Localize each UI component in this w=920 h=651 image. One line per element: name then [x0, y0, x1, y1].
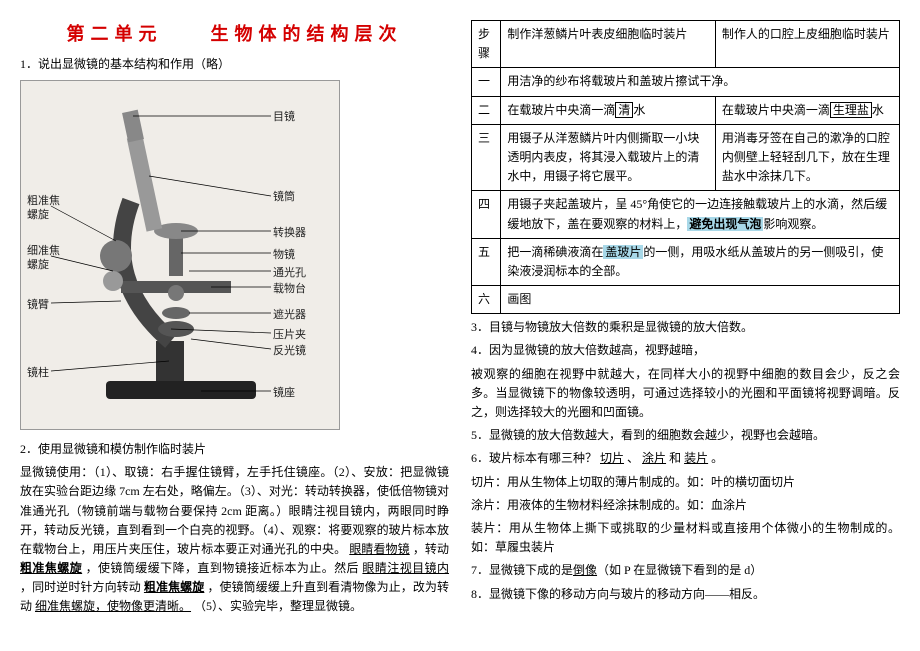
item6: 6．玻片标本有哪三种？ 切片 、 涂片 和 装片 。 — [471, 449, 900, 468]
th-oral: 制作人的口腔上皮细胞临时装片 — [715, 21, 899, 68]
item2-head: 2．使用显微镜和模仿制作临时装片 — [20, 440, 449, 459]
item1: 1．说出显微镜的基本结构和作用（略） — [20, 55, 449, 74]
step-num: 四 — [472, 191, 501, 238]
item2-body-3: ，同时逆时针方向转动 — [20, 580, 141, 594]
label-yapianjia: 压片夹 — [273, 327, 306, 345]
txt: 水 — [633, 103, 645, 117]
table-row: 四 用镊子夹起盖玻片，呈 45°角使它的一边连接触载玻片上的水滴，然后缓缓地放下… — [472, 191, 900, 238]
u-qiepian: 切片 — [600, 451, 624, 465]
step-num: 三 — [472, 124, 501, 191]
label-jingzuo: 镜座 — [273, 385, 295, 403]
item7: 7．显微镜下成的是倒像（如 P 在显微镜下看到的是 d） — [471, 561, 900, 580]
eye-look-objective: 眼睛看物镜 — [349, 542, 409, 556]
txt: 7．显微镜下成的是 — [471, 563, 573, 577]
item2-body: 显微镜使用：（1）、取镜：右手握住镜臂，左手托住镜座。（2）、安放：把显微镜放在… — [20, 463, 449, 617]
eye-look-eyepiece: 眼睛注视目镜内 — [362, 561, 449, 575]
u-tupian: 涂片 — [642, 451, 666, 465]
step-text: 用洁净的纱布将载玻片和盖玻片擦试干净。 — [501, 68, 900, 96]
table-row: 六 画图 — [472, 286, 900, 314]
step-text: 用消毒牙签在自己的漱净的口腔内侧壁上轻轻刮几下，放在生理盐水中涂抹几下。 — [715, 124, 899, 191]
item2-body-5: （5）、实验完毕，整理显微镜。 — [194, 599, 362, 613]
label-luoxuan2: 螺旋 — [27, 257, 49, 275]
txt: 水 — [872, 103, 884, 117]
item2-body-2: ，使镜筒缓缓下降，直到物镜接近标本为止。然后 — [86, 561, 359, 575]
u-daoxiang: 倒像 — [573, 563, 597, 577]
th-onion: 制作洋葱鳞片叶表皮细胞临时装片 — [501, 21, 715, 68]
table-row: 三 用镊子从洋葱鳞片叶内侧撕取一小块透明内表皮，将其浸入载玻片上的清水中，用镊子… — [472, 124, 900, 191]
steps-table: 步骤 制作洋葱鳞片叶表皮细胞临时装片 制作人的口腔上皮细胞临时装片 一 用洁净的… — [471, 20, 900, 314]
txt: 、 — [627, 451, 639, 465]
label-fanguangjing: 反光镜 — [273, 343, 306, 361]
table-row: 二 在载玻片中央滴一滴清水 在载玻片中央滴一滴生理盐水 — [472, 96, 900, 124]
microscope-diagram: 目镜 镜筒 转换器 物镜 通光孔 载物台 遮光器 压片夹 反光镜 镜座 粗准焦 … — [20, 80, 340, 430]
label-luoxuan1: 螺旋 — [27, 207, 49, 225]
box-qing: 清 — [615, 102, 633, 118]
item5: 5．显微镜的放大倍数越大，看到的细胞数会越少，视野也会越暗。 — [471, 426, 900, 445]
txt: 影响观察。 — [763, 217, 823, 231]
unit-title: 第二单元 生物体的结构层次 — [20, 20, 449, 49]
item6b: 切片：用从生物体上切取的薄片制成的。如：叶的横切面切片 — [471, 473, 900, 492]
step-text: 在载玻片中央滴一滴生理盐水 — [715, 96, 899, 124]
label-mujing: 目镜 — [273, 109, 295, 127]
table-row: 步骤 制作洋葱鳞片叶表皮细胞临时装片 制作人的口腔上皮细胞临时装片 — [472, 21, 900, 68]
step-num: 五 — [472, 238, 501, 285]
label-zaiwutai: 载物台 — [273, 281, 306, 299]
u-zhuangpian: 装片 — [684, 451, 708, 465]
txt: （如 P 在显微镜下看到的是 d） — [597, 563, 762, 577]
label-wujing: 物镜 — [273, 247, 295, 265]
item4a: 4．因为显微镜的放大倍数越高，视野越暗， — [471, 341, 900, 360]
txt: 把一滴稀碘液滴在 — [507, 245, 603, 259]
item3: 3．目镜与物镜放大倍数的乘积是显微镜的放大倍数。 — [471, 318, 900, 337]
step-num: 六 — [472, 286, 501, 314]
step-num: 二 — [472, 96, 501, 124]
th-step: 步骤 — [472, 21, 501, 68]
label-jingbi: 镜臂 — [27, 297, 49, 315]
item6c: 涂片：用液体的生物材料经涂抹制成的。如：血涂片 — [471, 496, 900, 515]
step-text: 在载玻片中央滴一滴清水 — [501, 96, 715, 124]
step-text: 画图 — [501, 286, 900, 314]
cu-luoxuan: 粗准焦螺旋 — [20, 561, 82, 575]
hl-qipao: 避免出现气泡 — [687, 217, 763, 231]
label-jingzhu: 镜柱 — [27, 365, 49, 383]
table-row: 一 用洁净的纱布将载玻片和盖玻片擦试干净。 — [472, 68, 900, 96]
label-tongguangkong: 通光孔 — [273, 265, 306, 283]
cu-luoxuan-2: 粗准焦螺旋 — [144, 580, 204, 594]
table-row: 五 把一滴稀碘液滴在盖玻片的一侧，用吸水纸从盖玻片的另一侧吸引，使染液浸润标本的… — [472, 238, 900, 285]
label-jingtong: 镜筒 — [273, 189, 295, 207]
txt: 和 — [669, 451, 681, 465]
step-text: 用镊子夹起盖玻片，呈 45°角使它的一边连接触载玻片上的水滴，然后缓缓地放下，盖… — [501, 191, 900, 238]
step-num: 一 — [472, 68, 501, 96]
label-zhuanhuanqi: 转换器 — [273, 225, 306, 243]
txt: 在载玻片中央滴一滴 — [722, 103, 830, 117]
txt: 在载玻片中央滴一滴 — [507, 103, 615, 117]
turn: ，转动 — [413, 542, 449, 556]
label-zheguangqi: 遮光器 — [273, 307, 306, 325]
item8: 8．显微镜下像的移动方向与玻片的移动方向——相反。 — [471, 585, 900, 604]
step-text: 把一滴稀碘液滴在盖玻片的一侧，用吸水纸从盖玻片的另一侧吸引，使染液浸润标本的全部… — [501, 238, 900, 285]
item6d: 装片：用从生物体上撕下或挑取的少量材料或直接用个体微小的生物制成的。如：草履虫装… — [471, 519, 900, 557]
item4b: 被观察的细胞在视野中就越大，在同样大小的视野中细胞的数目会少，反之会多。当显微镜… — [471, 365, 900, 423]
hl-gaibo: 盖玻片 — [603, 245, 643, 259]
txt: 。 — [711, 451, 723, 465]
xi-luoxuan: 细准焦螺旋，使物像更清晰。 — [35, 599, 191, 613]
box-shengliyan: 生理盐 — [830, 102, 872, 118]
txt: 6．玻片标本有哪三种？ — [471, 451, 597, 465]
step-text: 用镊子从洋葱鳞片叶内侧撕取一小块透明内表皮，将其浸入载玻片上的清水中，用镊子将它… — [501, 124, 715, 191]
